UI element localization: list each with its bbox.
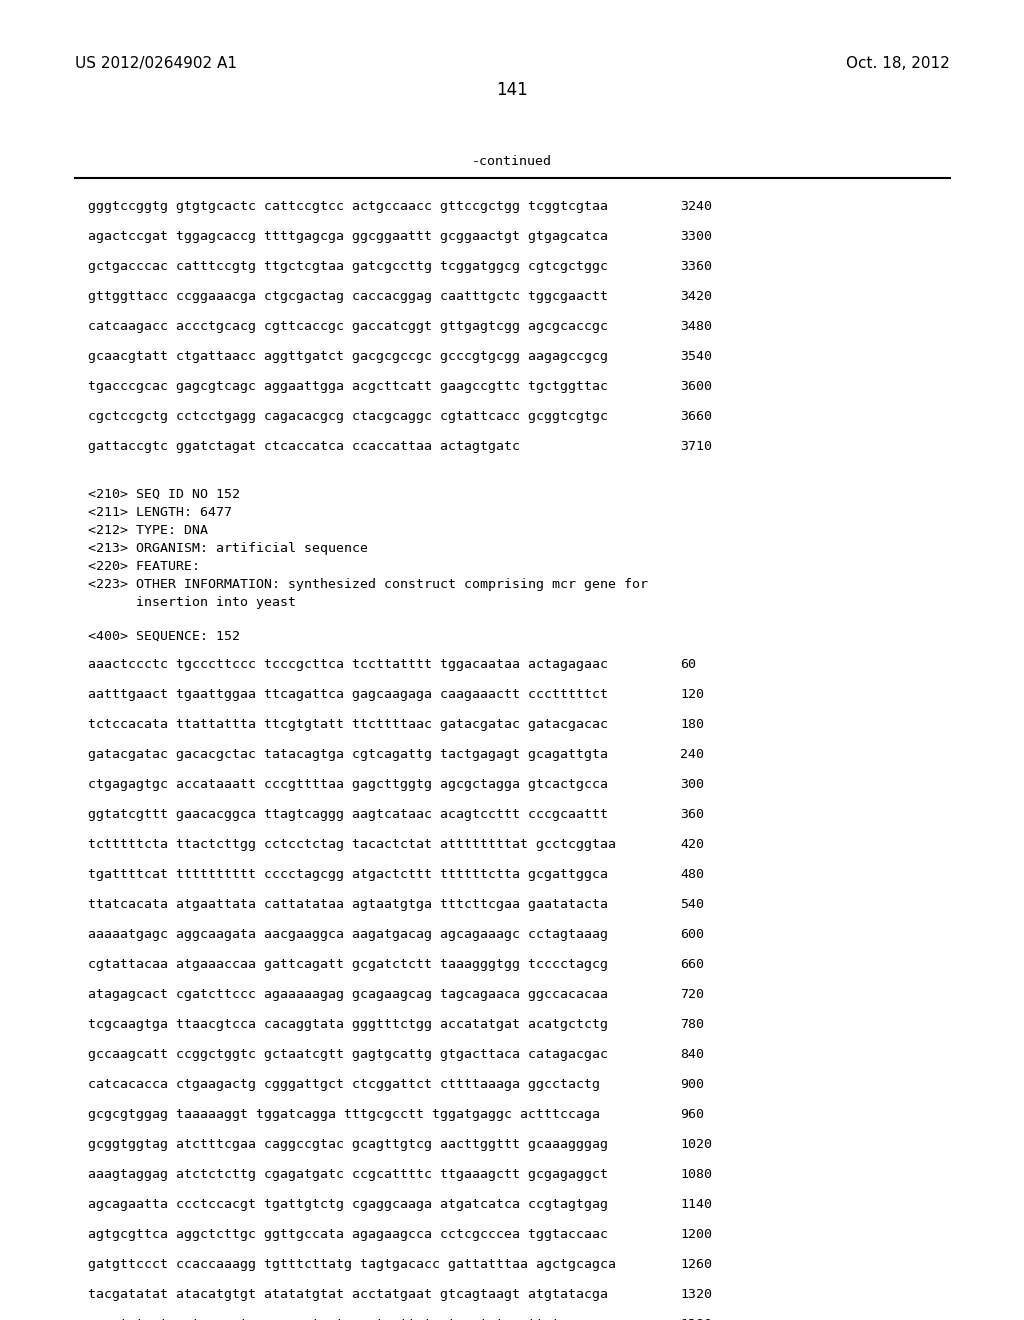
Text: atagagcact cgatcttccc agaaaaagag gcagaagcag tagcagaaca ggccacacaa: atagagcact cgatcttccc agaaaaagag gcagaag… (88, 987, 608, 1001)
Text: 420: 420 (680, 838, 705, 851)
Text: gctgacccac catttccgtg ttgctcgtaa gatcgccttg tcggatggcg cgtcgctggc: gctgacccac catttccgtg ttgctcgtaa gatcgcc… (88, 260, 608, 273)
Text: 180: 180 (680, 718, 705, 731)
Text: 300: 300 (680, 777, 705, 791)
Text: 540: 540 (680, 898, 705, 911)
Text: <211> LENGTH: 6477: <211> LENGTH: 6477 (88, 506, 232, 519)
Text: gattaccgtc ggatctagat ctcaccatca ccaccattaa actagtgatc: gattaccgtc ggatctagat ctcaccatca ccaccat… (88, 440, 520, 453)
Text: 1020: 1020 (680, 1138, 712, 1151)
Text: 600: 600 (680, 928, 705, 941)
Text: <212> TYPE: DNA: <212> TYPE: DNA (88, 524, 208, 537)
Text: gcgcgtggag taaaaaggt tggatcagga tttgcgcctt tggatgaggc actttccaga: gcgcgtggag taaaaaggt tggatcagga tttgcgcc… (88, 1107, 600, 1121)
Text: aatttgaact tgaattggaa ttcagattca gagcaagaga caagaaactt ccctttttct: aatttgaact tgaattggaa ttcagattca gagcaag… (88, 688, 608, 701)
Text: ttatcacata atgaattata cattatataa agtaatgtga tttcttcgaa gaatatacta: ttatcacata atgaattata cattatataa agtaatg… (88, 898, 608, 911)
Text: aaaaatgagc aggcaagata aacgaaggca aagatgacag agcagaaagc cctagtaaag: aaaaatgagc aggcaagata aacgaaggca aagatga… (88, 928, 608, 941)
Text: Oct. 18, 2012: Oct. 18, 2012 (846, 55, 950, 71)
Text: 360: 360 (680, 808, 705, 821)
Text: 840: 840 (680, 1048, 705, 1061)
Text: gatgttccct ccaccaaagg tgtttcttatg tagtgacacc gattatttaa agctgcagca: gatgttccct ccaccaaagg tgtttcttatg tagtga… (88, 1258, 616, 1271)
Text: gcaacgtatt ctgattaacc aggttgatct gacgcgccgc gcccgtgcgg aagagccgcg: gcaacgtatt ctgattaacc aggttgatct gacgcgc… (88, 350, 608, 363)
Text: aaactccctc tgcccttccc tcccgcttca tccttatttt tggacaataa actagagaac: aaactccctc tgcccttccc tcccgcttca tccttat… (88, 657, 608, 671)
Text: 660: 660 (680, 958, 705, 972)
Text: 240: 240 (680, 748, 705, 762)
Text: ctgagagtgc accataaatt cccgttttaa gagcttggtg agcgctagga gtcactgcca: ctgagagtgc accataaatt cccgttttaa gagcttg… (88, 777, 608, 791)
Text: agtgcgttca aggctcttgc ggttgccata agagaagcca cctcgcccea tggtaccaac: agtgcgttca aggctcttgc ggttgccata agagaag… (88, 1228, 608, 1241)
Text: tgacccgcac gagcgtcagc aggaattgga acgcttcatt gaagccgttc tgctggttac: tgacccgcac gagcgtcagc aggaattgga acgcttc… (88, 380, 608, 393)
Text: 1320: 1320 (680, 1288, 712, 1302)
Text: tacgatatat atacatgtgt atatatgtat acctatgaat gtcagtaagt atgtatacga: tacgatatat atacatgtgt atatatgtat acctatg… (88, 1288, 608, 1302)
Text: cgtattacaa atgaaaccaa gattcagatt gcgatctctt taaagggtgg tcccctagcg: cgtattacaa atgaaaccaa gattcagatt gcgatct… (88, 958, 608, 972)
Text: 3300: 3300 (680, 230, 712, 243)
Text: 1080: 1080 (680, 1168, 712, 1181)
Text: catcacacca ctgaagactg cgggattgct ctcggattct cttttaaaga ggcctactg: catcacacca ctgaagactg cgggattgct ctcggat… (88, 1078, 600, 1092)
Text: tctttttcta ttactcttgg cctcctctag tacactctat attttttttat gcctcggtaa: tctttttcta ttactcttgg cctcctctag tacactc… (88, 838, 616, 851)
Text: gatacgatac gacacgctac tatacagtga cgtcagattg tactgagagt gcagattgta: gatacgatac gacacgctac tatacagtga cgtcaga… (88, 748, 608, 762)
Text: <210> SEQ ID NO 152: <210> SEQ ID NO 152 (88, 488, 240, 502)
Text: US 2012/0264902 A1: US 2012/0264902 A1 (75, 55, 237, 71)
Text: 960: 960 (680, 1107, 705, 1121)
Text: 1140: 1140 (680, 1199, 712, 1210)
Text: gccaagcatt ccggctggtc gctaatcgtt gagtgcattg gtgacttaca catagacgac: gccaagcatt ccggctggtc gctaatcgtt gagtgca… (88, 1048, 608, 1061)
Text: agcagaatta ccctccacgt tgattgtctg cgaggcaaga atgatcatca ccgtagtgag: agcagaatta ccctccacgt tgattgtctg cgaggca… (88, 1199, 608, 1210)
Text: <400> SEQUENCE: 152: <400> SEQUENCE: 152 (88, 630, 240, 643)
Text: cgctccgctg cctcctgagg cagacacgcg ctacgcaggc cgtattcacc gcggtcgtgc: cgctccgctg cctcctgagg cagacacgcg ctacgca… (88, 411, 608, 422)
Text: <223> OTHER INFORMATION: synthesized construct comprising mcr gene for: <223> OTHER INFORMATION: synthesized con… (88, 578, 648, 591)
Text: insertion into yeast: insertion into yeast (88, 597, 296, 609)
Text: 3660: 3660 (680, 411, 712, 422)
Text: 141: 141 (496, 81, 528, 99)
Text: 120: 120 (680, 688, 705, 701)
Text: ggtatcgttt gaacacggca ttagtcaggg aagtcataac acagtccttt cccgcaattt: ggtatcgttt gaacacggca ttagtcaggg aagtcat… (88, 808, 608, 821)
Text: tcgcaagtga ttaacgtcca cacaggtata gggtttctgg accatatgat acatgctctg: tcgcaagtga ttaacgtcca cacaggtata gggtttc… (88, 1018, 608, 1031)
Text: agactccgat tggagcaccg ttttgagcga ggcggaattt gcggaactgt gtgagcatca: agactccgat tggagcaccg ttttgagcga ggcggaa… (88, 230, 608, 243)
Text: 3240: 3240 (680, 201, 712, 213)
Text: 1200: 1200 (680, 1228, 712, 1241)
Text: 3480: 3480 (680, 319, 712, 333)
Text: <220> FEATURE:: <220> FEATURE: (88, 560, 200, 573)
Text: 3420: 3420 (680, 290, 712, 304)
Text: tctccacata ttattattta ttcgtgtatt ttcttttaac gatacgatac gatacgacac: tctccacata ttattattta ttcgtgtatt ttctttt… (88, 718, 608, 731)
Text: -continued: -continued (472, 154, 552, 168)
Text: gcggtggtag atctttcgaa caggccgtac gcagttgtcg aacttggttt gcaaagggag: gcggtggtag atctttcgaa caggccgtac gcagttg… (88, 1138, 608, 1151)
Text: gggtccggtg gtgtgcactc cattccgtcc actgccaacc gttccgctgg tcggtcgtaa: gggtccggtg gtgtgcactc cattccgtcc actgcca… (88, 201, 608, 213)
Text: 3600: 3600 (680, 380, 712, 393)
Text: 1260: 1260 (680, 1258, 712, 1271)
Text: 3360: 3360 (680, 260, 712, 273)
Text: catcaagacc accctgcacg cgttcaccgc gaccatcggt gttgagtcgg agcgcaccgc: catcaagacc accctgcacg cgttcaccgc gaccatc… (88, 319, 608, 333)
Text: acagtatgat actgaagatg acaaggtaat gcatcattct atacgtgtca ttctgaacga: acagtatgat actgaagatg acaaggtaat gcatcat… (88, 1317, 608, 1320)
Text: tgattttcat tttttttttt cccctagcgg atgactcttt ttttttctta gcgattggca: tgattttcat tttttttttt cccctagcgg atgactc… (88, 869, 608, 880)
Text: aaagtaggag atctctcttg cgagatgatc ccgcattttc ttgaaagctt gcgagaggct: aaagtaggag atctctcttg cgagatgatc ccgcatt… (88, 1168, 608, 1181)
Text: 60: 60 (680, 657, 696, 671)
Text: 900: 900 (680, 1078, 705, 1092)
Text: 3710: 3710 (680, 440, 712, 453)
Text: gttggttacc ccggaaacga ctgcgactag caccacggag caatttgctc tggcgaactt: gttggttacc ccggaaacga ctgcgactag caccacg… (88, 290, 608, 304)
Text: 780: 780 (680, 1018, 705, 1031)
Text: 3540: 3540 (680, 350, 712, 363)
Text: <213> ORGANISM: artificial sequence: <213> ORGANISM: artificial sequence (88, 543, 368, 554)
Text: 480: 480 (680, 869, 705, 880)
Text: 1380: 1380 (680, 1317, 712, 1320)
Text: 720: 720 (680, 987, 705, 1001)
